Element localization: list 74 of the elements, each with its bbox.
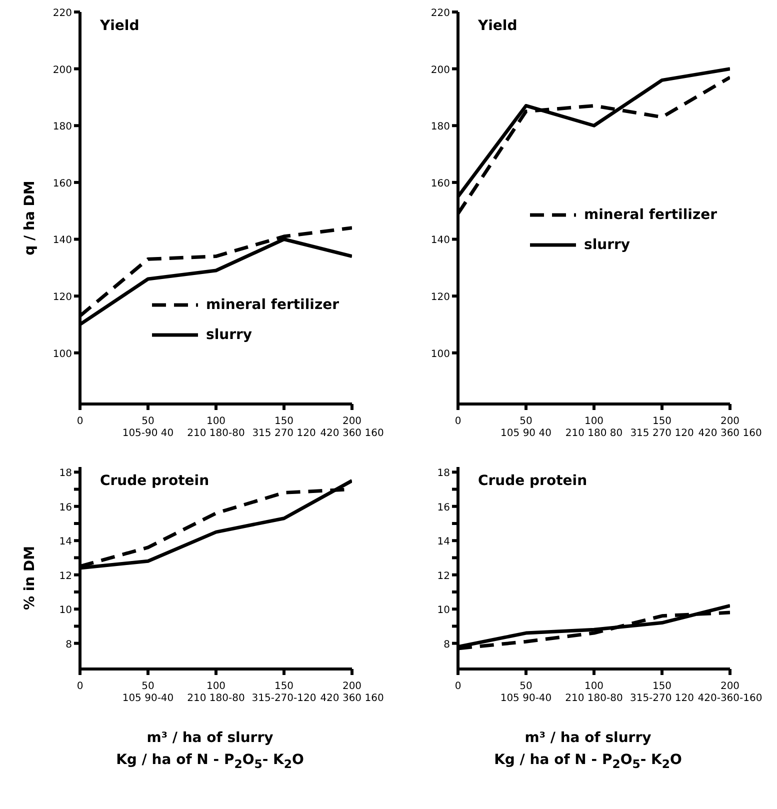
text: 420 360 160 — [320, 693, 384, 704]
text: Yield — [100, 18, 140, 34]
x-tick-label: 0 — [454, 416, 462, 427]
chart-title: Crude protein — [100, 473, 210, 489]
x-tick-label: 50 — [520, 681, 532, 692]
text: 315 270 120 — [630, 428, 694, 439]
y-tick-label: 14 — [437, 536, 450, 548]
x-tick-label: 200 — [720, 681, 740, 692]
y-tick-label: 180 — [52, 122, 72, 133]
y-tick-label: 220 — [430, 8, 450, 19]
y-tick-label: 10 — [437, 605, 450, 616]
y-tick-label: 12 — [437, 570, 450, 582]
y-tick-label: 120 — [430, 292, 450, 304]
y-tick-label: 160 — [52, 178, 72, 190]
y-tick-label: 14 — [59, 536, 72, 548]
x-tick-label: 50 — [520, 416, 532, 427]
legend-label: slurry — [584, 237, 630, 253]
y-tick-label: 10 — [59, 605, 72, 616]
text: 210 180-80 — [187, 693, 245, 704]
text: 210 180 80 — [565, 428, 623, 439]
text: 105 90-40 — [500, 693, 552, 704]
y-tick-label: 100 — [52, 348, 72, 360]
legend-label: mineral fertilizer — [584, 207, 717, 223]
y-tick-label: 120 — [52, 292, 72, 304]
text: 315-270 120 — [630, 693, 694, 704]
x-tick-label: 150 — [274, 416, 294, 427]
y-tick-label: 140 — [430, 235, 450, 246]
text: 105-90 40 — [122, 428, 174, 439]
y-axis-title: q / ha DM — [22, 180, 38, 258]
text: 105 90 40 — [500, 428, 552, 439]
x-tick-label: 0 — [76, 681, 84, 692]
text: 420 360 160 — [320, 428, 384, 439]
x-tick-label: 100 — [584, 416, 604, 427]
y-tick-label: 18 — [437, 468, 450, 480]
y-tick-label: 8 — [66, 639, 72, 650]
y-tick-label: 160 — [430, 178, 450, 190]
x-tick-label: 150 — [652, 416, 672, 427]
x-tick-label: 0 — [76, 416, 84, 427]
x-tick-label: 100 — [206, 416, 226, 427]
x-tick-label: 150 — [652, 681, 672, 692]
text: 210 180-80 — [187, 428, 245, 439]
text: 420-360-160 — [698, 693, 762, 704]
y-tick-label: 140 — [52, 235, 72, 246]
x-tick-label: 200 — [342, 681, 362, 692]
text: 315 270 120 — [252, 428, 316, 439]
chart-title: Crude protein — [478, 473, 588, 489]
y-tick-label: 16 — [59, 502, 72, 514]
y-tick-label: 12 — [59, 570, 72, 582]
y-tick-label: 200 — [430, 64, 450, 76]
text: 315-270-120 — [252, 693, 316, 704]
x-tick-label: 100 — [206, 681, 226, 692]
x-tick-label: 100 — [584, 681, 604, 692]
y-tick-label: 100 — [430, 348, 450, 360]
text: 105 90-40 — [122, 693, 174, 704]
y-tick-label: 8 — [444, 639, 450, 650]
x-tick-label: 0 — [454, 681, 462, 692]
x-tick-label: 50 — [142, 416, 154, 427]
x-tick-label: 200 — [342, 416, 362, 427]
legend-label: slurry — [206, 327, 252, 343]
text: Yield — [478, 18, 518, 34]
x-axis-title: m³ / ha of slurry Kg / ha of N - P$_{2}$O$_{5}$- K$_{2}$O — [493, 729, 683, 773]
y-tick-label: 220 — [52, 8, 72, 19]
x-tick-label: 150 — [274, 681, 294, 692]
y-tick-label: 16 — [437, 502, 450, 514]
x-tick-label: 50 — [142, 681, 154, 692]
legend-label: mineral fertilizer — [206, 297, 339, 313]
text: 210 180-80 — [565, 693, 623, 704]
y-tick-label: 200 — [52, 64, 72, 76]
x-tick-label: 200 — [720, 416, 740, 427]
y-tick-label: 18 — [59, 468, 72, 480]
y-tick-label: 180 — [430, 122, 450, 133]
x-axis-title: m³ / ha of slurry Kg / ha of N - P$_{2}$O$_{5}$- K$_{2}$O — [115, 729, 305, 773]
text: 420 360 160 — [698, 428, 762, 439]
y-axis-title: % in DM — [22, 544, 38, 612]
